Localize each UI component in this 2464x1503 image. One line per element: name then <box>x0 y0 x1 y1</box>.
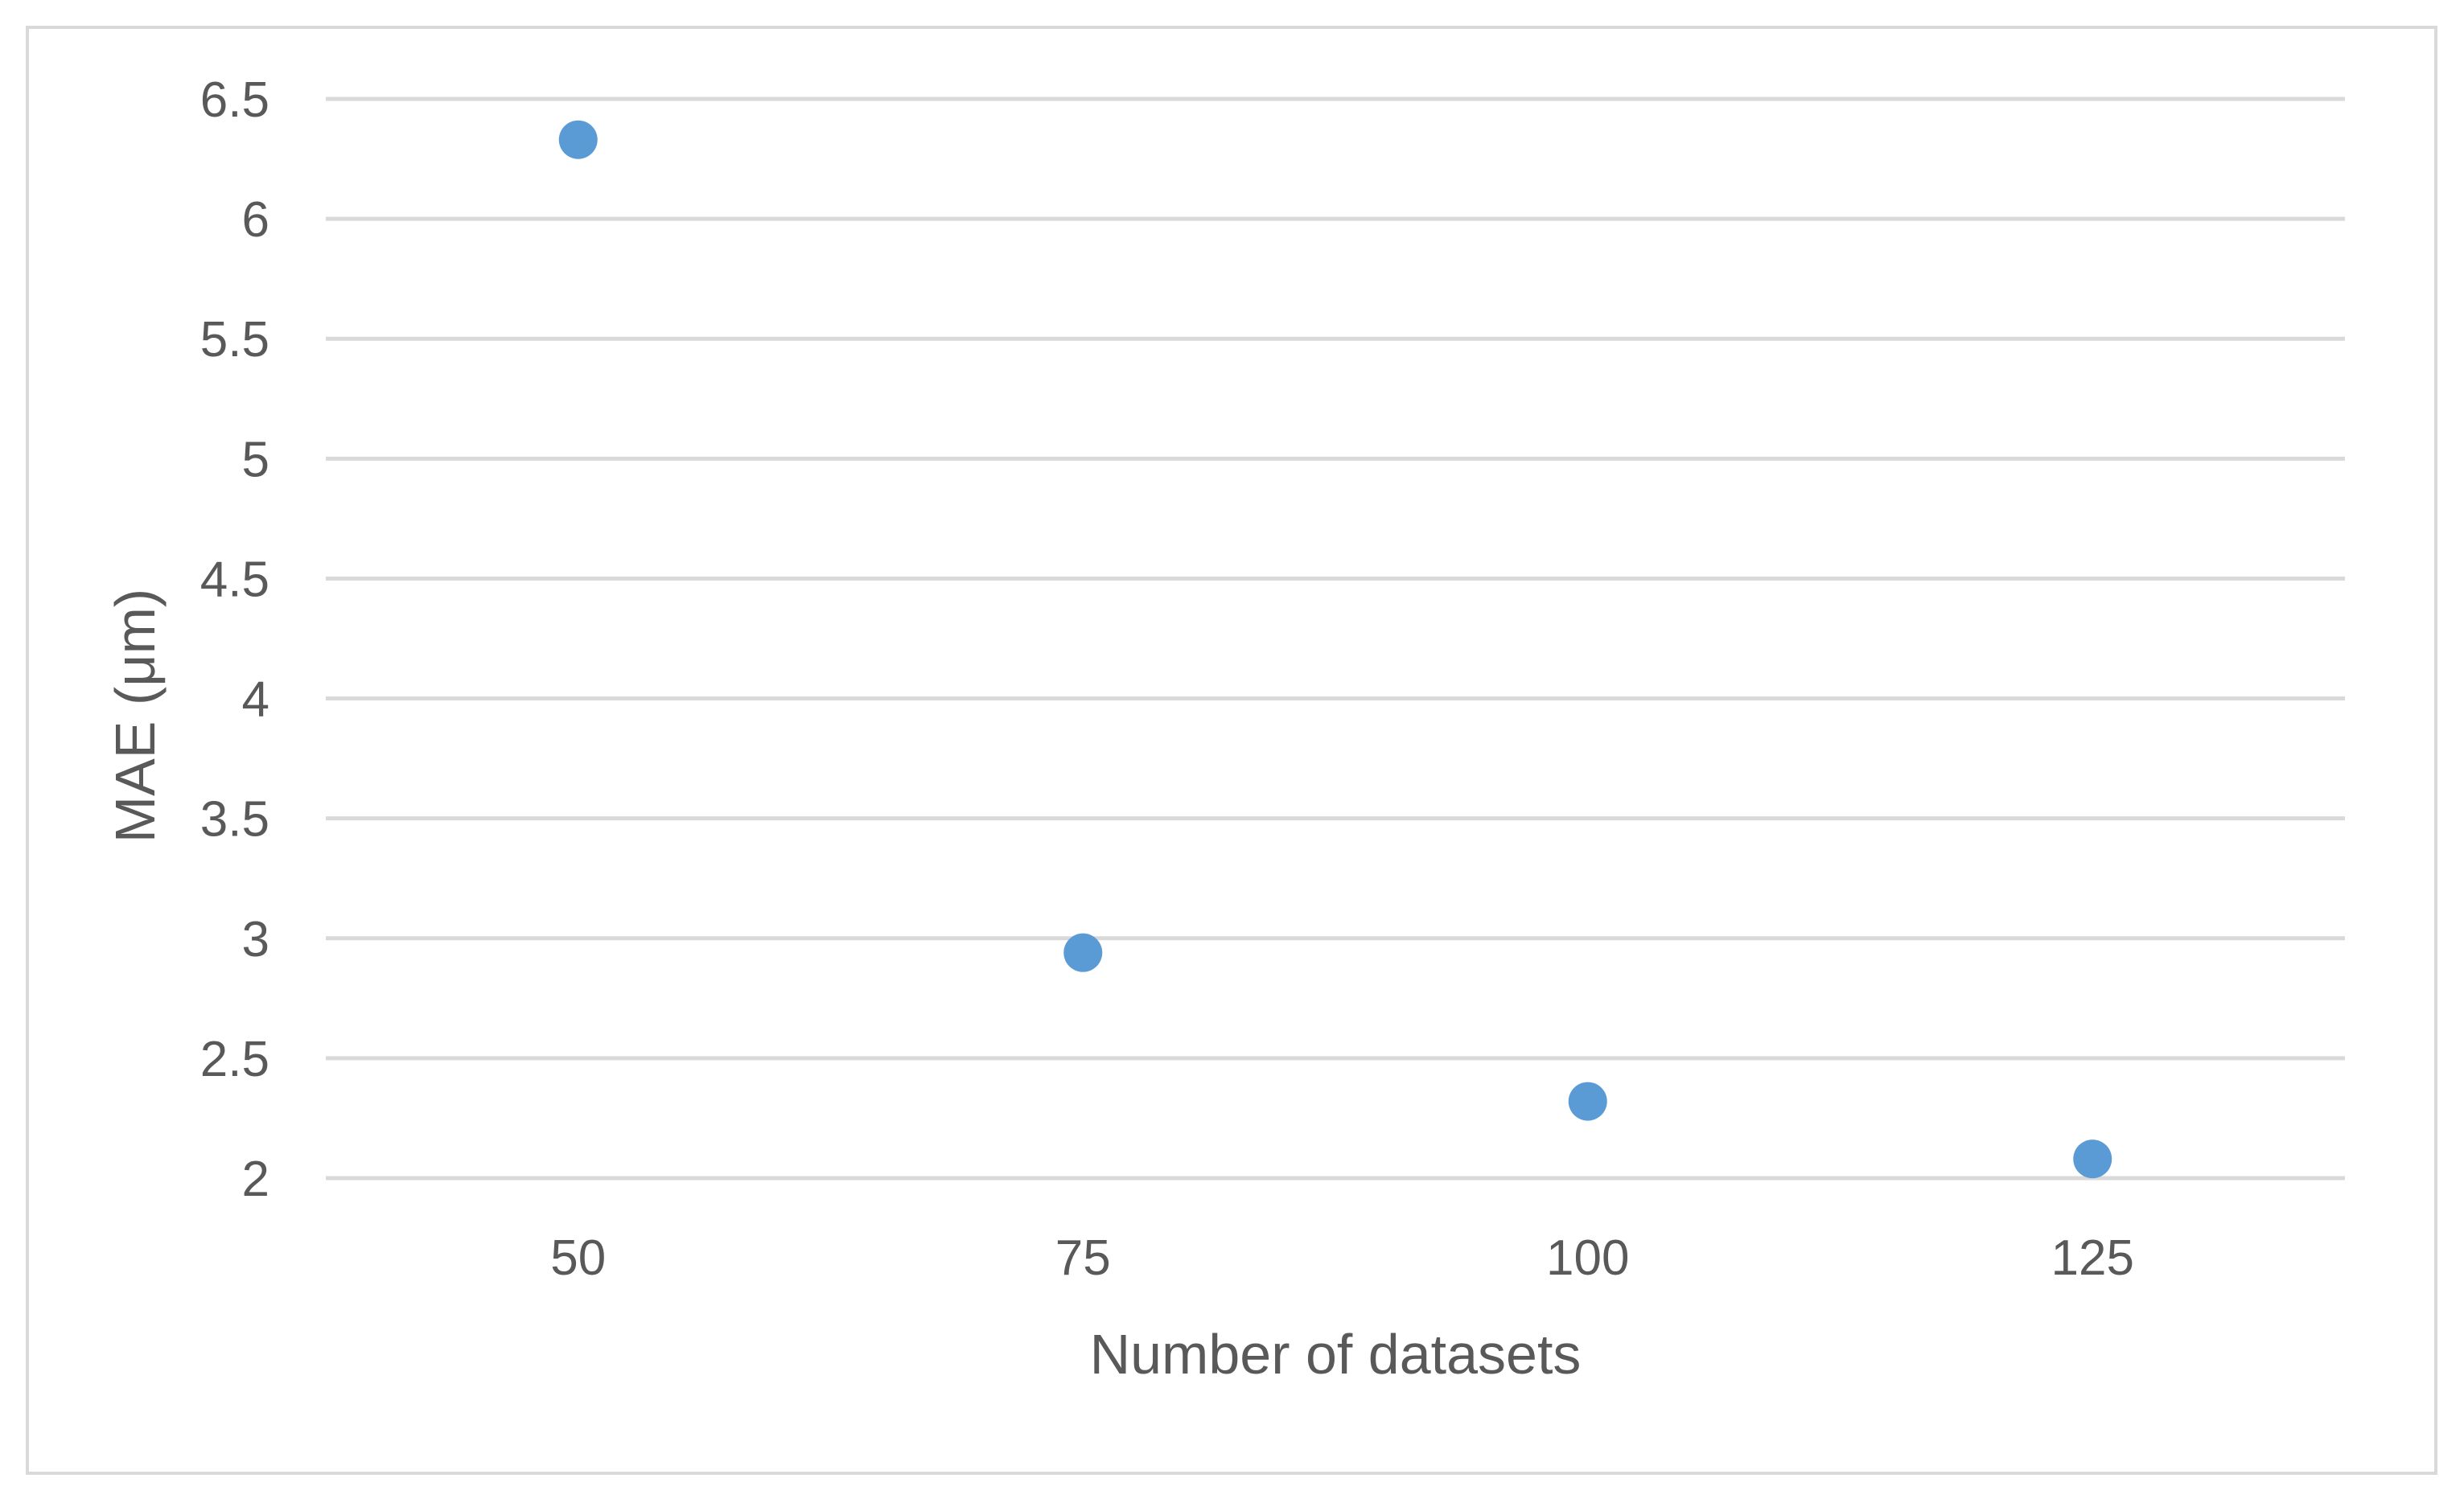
y-tick-label: 6.5 <box>200 72 269 128</box>
y-tick-labels: 2 2.5 3 3.5 4 4.5 5 5.5 6 6.5 <box>200 72 269 1207</box>
y-axis-title: MAE (μm) <box>104 589 167 843</box>
gridlines <box>326 97 2345 1181</box>
data-point <box>1568 1082 1607 1121</box>
data-point <box>2073 1140 2112 1179</box>
data-points <box>558 120 2112 1179</box>
y-tick-label: 4 <box>242 672 269 728</box>
x-tick-labels: 50 75 100 125 <box>550 1230 2134 1286</box>
y-tick-label: 4.5 <box>200 552 269 607</box>
y-tick-label: 3.5 <box>200 792 269 848</box>
x-tick-label: 75 <box>1055 1230 1111 1286</box>
x-tick-label: 100 <box>1546 1230 1629 1286</box>
data-point <box>1063 933 1103 972</box>
data-point <box>558 120 598 159</box>
x-tick-label: 125 <box>2051 1230 2134 1286</box>
y-tick-label: 5.5 <box>200 312 269 368</box>
x-tick-label: 50 <box>550 1230 606 1286</box>
chart-frame <box>26 26 2437 1475</box>
y-tick-label: 5 <box>242 432 269 487</box>
y-tick-label: 2.5 <box>200 1032 269 1087</box>
y-tick-label: 3 <box>242 912 269 967</box>
x-axis-title: Number of datasets <box>1090 1323 1582 1386</box>
y-tick-label: 6 <box>242 192 269 248</box>
y-tick-label: 2 <box>242 1152 269 1207</box>
